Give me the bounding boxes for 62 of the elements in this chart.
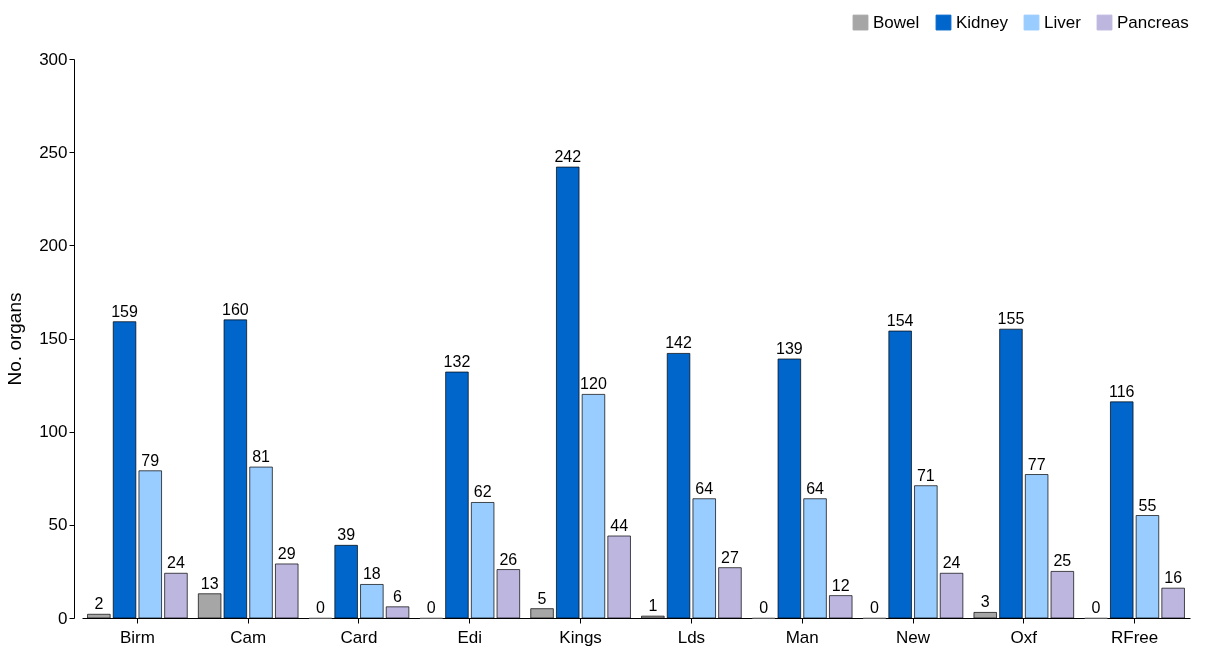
data-label: 13 bbox=[200, 574, 219, 592]
data-label: 154 bbox=[886, 312, 914, 330]
y-tick-label: 200 bbox=[39, 235, 68, 255]
data-label: 1 bbox=[648, 597, 658, 615]
data-label: 139 bbox=[776, 340, 803, 357]
x-tick-label: Man bbox=[785, 627, 819, 647]
data-label: 142 bbox=[665, 334, 692, 352]
x-tick-label: Lds bbox=[677, 627, 706, 647]
data-label: 132 bbox=[443, 353, 471, 371]
x-tick-label: Card bbox=[340, 627, 378, 647]
data-label: 6 bbox=[393, 587, 403, 605]
data-label: 79 bbox=[141, 451, 160, 469]
data-label: 44 bbox=[610, 517, 629, 535]
data-label: 26 bbox=[499, 550, 518, 568]
data-label: 155 bbox=[997, 310, 1025, 328]
data-label: 120 bbox=[580, 375, 607, 393]
legend-label: Liver bbox=[1044, 12, 1082, 32]
legend-label: Bowel bbox=[873, 12, 920, 32]
data-label: 81 bbox=[252, 448, 271, 466]
legend-label: Pancreas bbox=[1117, 12, 1189, 32]
y-axis-title: No. organs bbox=[4, 292, 26, 386]
y-tick-label: 0 bbox=[58, 608, 68, 628]
data-label: 77 bbox=[1027, 455, 1046, 473]
x-tick-label: Cam bbox=[230, 627, 267, 647]
data-label: 16 bbox=[1164, 569, 1183, 587]
data-label: 24 bbox=[942, 554, 961, 572]
x-tick-label: New bbox=[895, 627, 931, 647]
data-label: 0 bbox=[870, 599, 879, 616]
data-label: 3 bbox=[980, 593, 990, 611]
x-tick-label: Birm bbox=[119, 627, 155, 647]
data-label: 55 bbox=[1138, 496, 1157, 514]
data-label: 0 bbox=[316, 599, 325, 616]
data-label: 0 bbox=[1091, 599, 1101, 616]
x-tick-label: RFree bbox=[1110, 627, 1159, 647]
data-label: 0 bbox=[426, 599, 436, 616]
data-label: 71 bbox=[916, 466, 935, 484]
data-label: 159 bbox=[111, 302, 138, 320]
data-label: 29 bbox=[277, 544, 296, 562]
data-label: 62 bbox=[473, 483, 492, 501]
data-label: 116 bbox=[1108, 382, 1135, 400]
data-label: 39 bbox=[337, 526, 356, 544]
x-tick-label: Oxf bbox=[1010, 627, 1038, 647]
data-label: 25 bbox=[1053, 552, 1072, 570]
y-tick-label: 50 bbox=[48, 515, 68, 535]
data-label: 18 bbox=[362, 565, 381, 583]
data-label: 12 bbox=[831, 576, 850, 594]
data-label: 242 bbox=[554, 148, 582, 166]
data-label: 160 bbox=[222, 300, 249, 318]
y-tick-label: 150 bbox=[39, 329, 68, 348]
data-label: 2 bbox=[94, 595, 104, 613]
legend-label: Kidney bbox=[956, 12, 1009, 32]
y-tick-label: 300 bbox=[39, 49, 68, 69]
data-label: 27 bbox=[721, 548, 739, 566]
y-tick-label: 100 bbox=[39, 422, 68, 442]
data-label: 5 bbox=[537, 589, 547, 607]
data-label: 24 bbox=[167, 554, 185, 572]
data-label: 64 bbox=[695, 479, 714, 497]
data-label: 0 bbox=[759, 599, 769, 616]
x-tick-label: Kings bbox=[559, 627, 602, 647]
data-label: 64 bbox=[806, 479, 825, 497]
x-tick-label: Edi bbox=[457, 627, 483, 647]
y-tick-label: 250 bbox=[39, 142, 68, 162]
